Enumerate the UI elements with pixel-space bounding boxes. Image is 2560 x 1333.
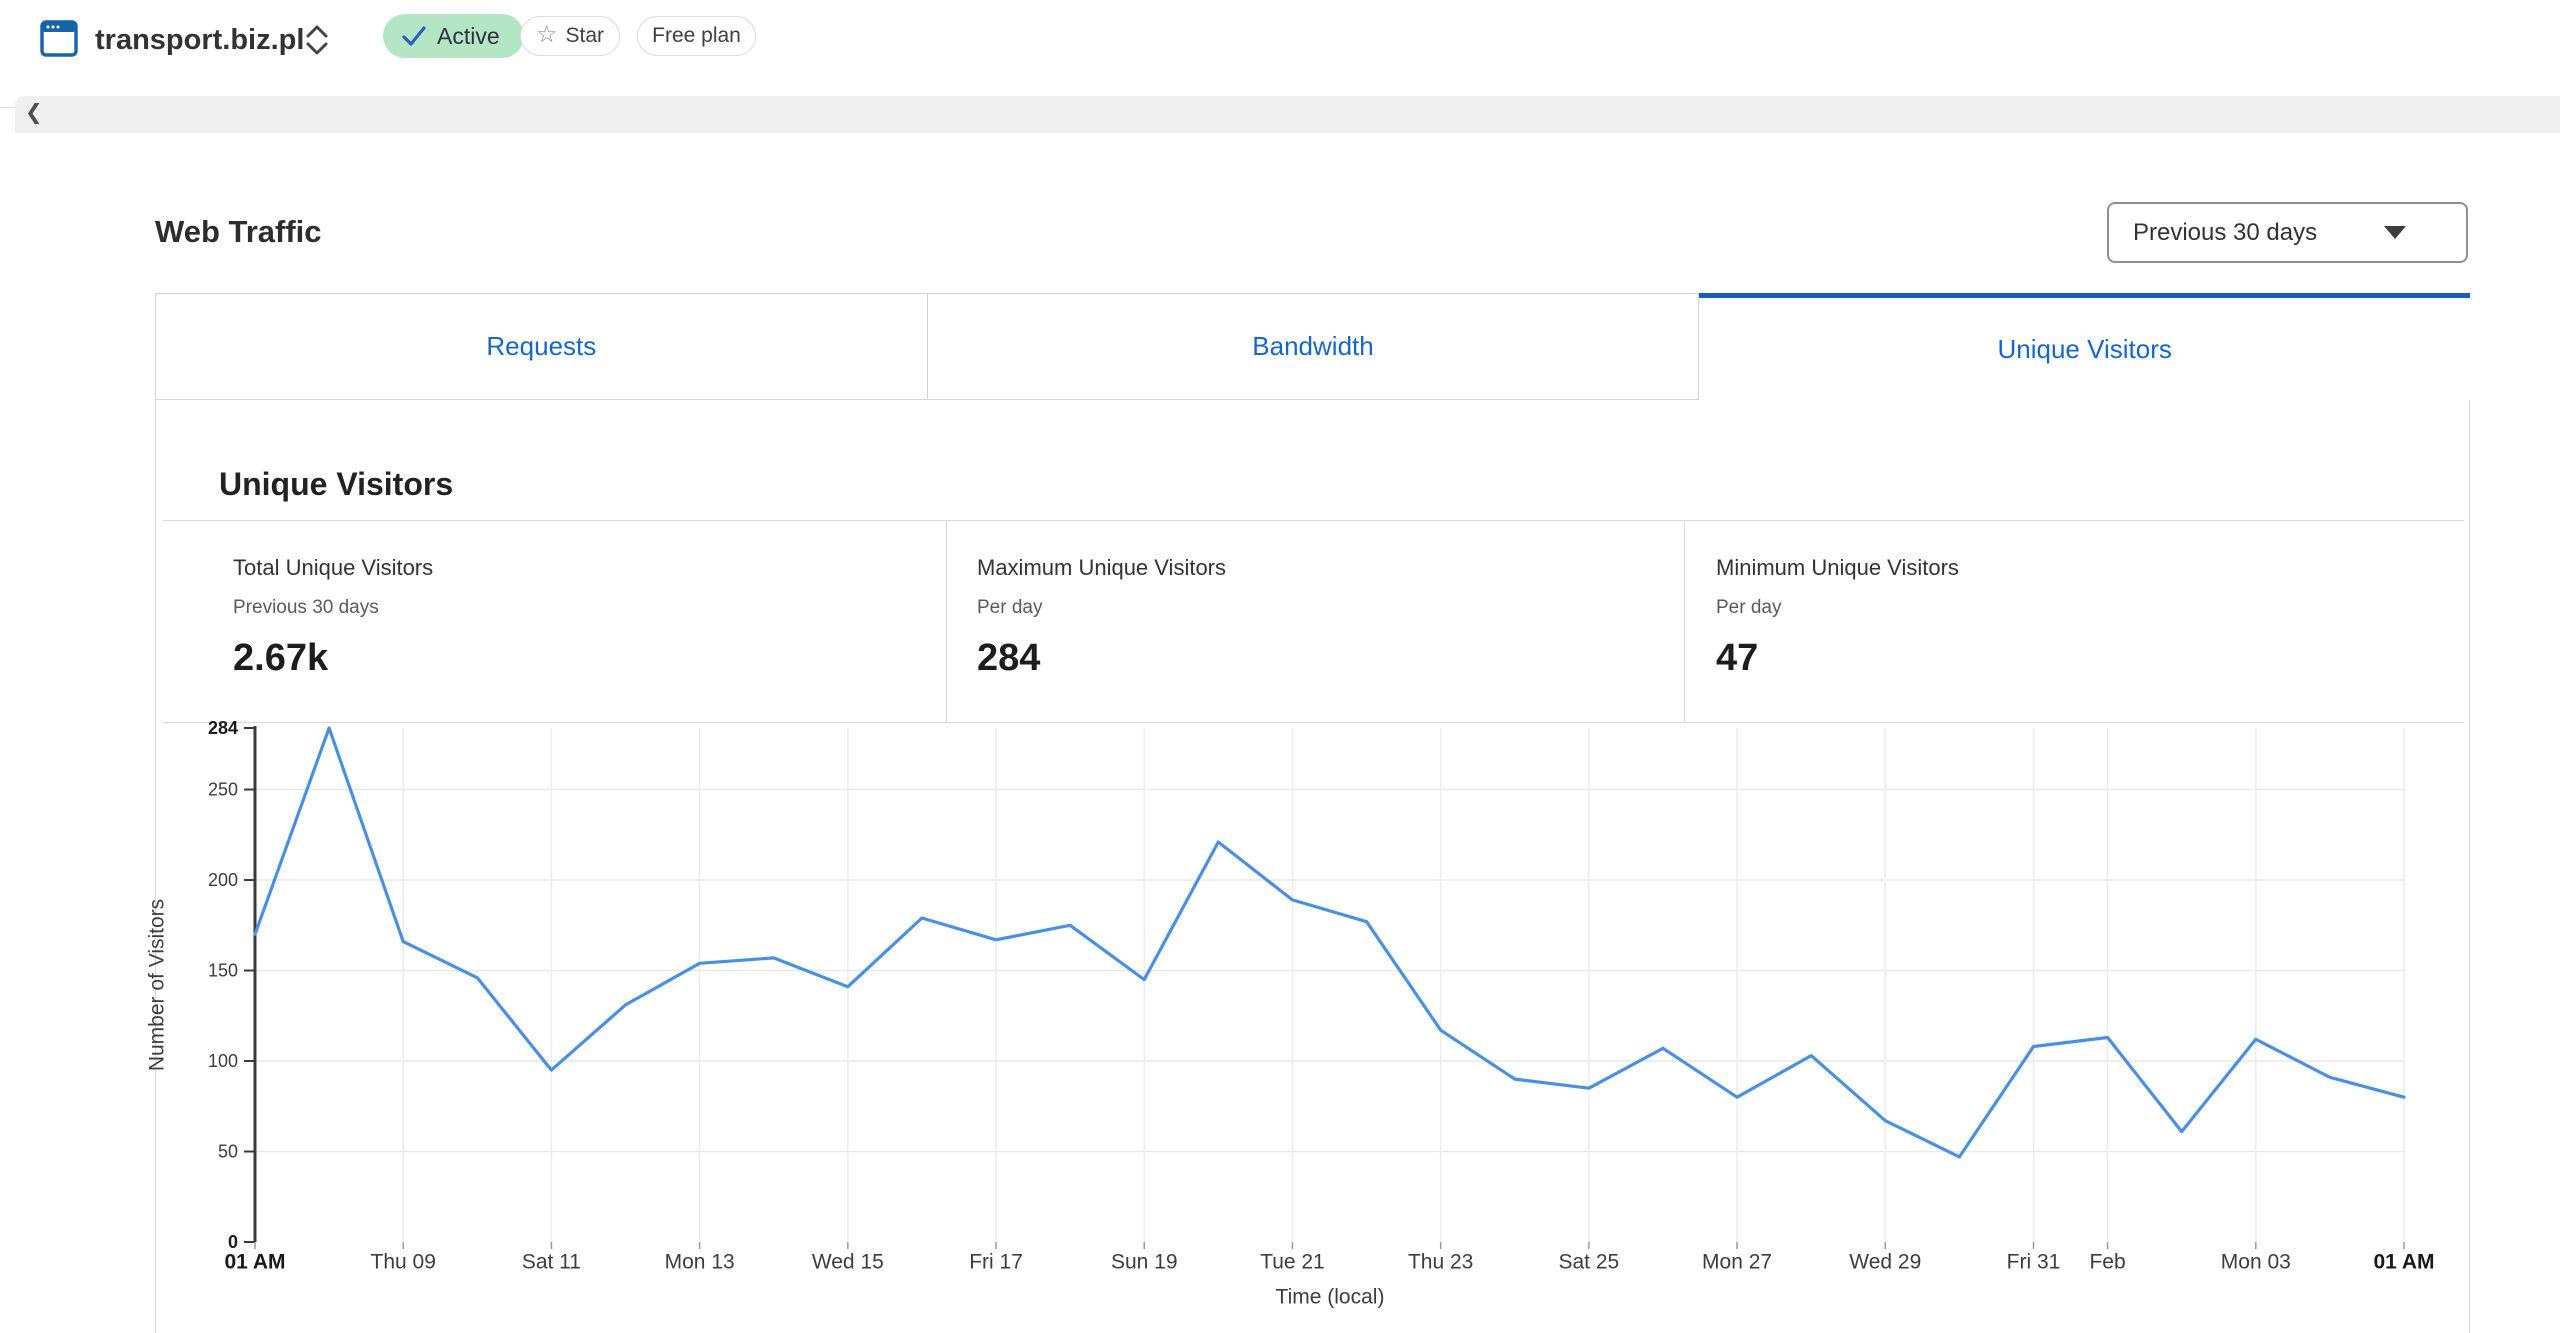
dropdown-caret-icon xyxy=(2384,226,2406,239)
stats-row: Total Unique Visitors Previous 30 days 2… xyxy=(163,520,2464,723)
x-tick-label: Wed 15 xyxy=(812,1251,884,1274)
traffic-line xyxy=(253,726,2406,1159)
plan-label: Free plan xyxy=(652,24,741,47)
x-tick-label: Sun 19 xyxy=(1111,1251,1178,1274)
stat-card-maximum: Maximum Unique Visitors Per day 284 xyxy=(946,521,1684,722)
y-tick-label: 200 xyxy=(208,870,238,890)
stat-card-total: Total Unique Visitors Previous 30 days 2… xyxy=(163,521,946,722)
breadcrumb-bar: ❮ xyxy=(15,96,2560,133)
site-switcher-icon[interactable] xyxy=(300,22,334,58)
x-tick-label: Sat 25 xyxy=(1559,1251,1620,1274)
y-tick-label: 100 xyxy=(208,1051,238,1071)
date-range-dropdown[interactable]: Previous 30 days xyxy=(2107,202,2468,263)
x-tick-label: 01 AM xyxy=(224,1251,285,1274)
star-button[interactable]: ☆ Star xyxy=(520,16,620,56)
x-tick-label: Wed 29 xyxy=(1849,1251,1921,1274)
tab-requests-label: Requests xyxy=(486,331,597,361)
x-axis-title: Time (local) xyxy=(1276,1286,1385,1309)
analytics-tabs: Requests Bandwidth Unique Visitors xyxy=(155,293,2471,400)
stat-period: Per day xyxy=(1716,597,1782,618)
check-icon xyxy=(402,26,426,46)
tab-unique-visitors[interactable]: Unique Visitors xyxy=(1699,293,2471,400)
x-tick-label: Mon 03 xyxy=(2221,1251,2291,1274)
stat-period: Per day xyxy=(977,597,1043,618)
status-badge-label: Active xyxy=(437,22,500,49)
x-tick-label: Fri 31 xyxy=(2007,1251,2061,1274)
star-icon: ☆ xyxy=(535,20,558,48)
status-badge: Active xyxy=(383,14,524,58)
x-tick-label: Mon 13 xyxy=(665,1251,735,1274)
stat-value: 2.67k xyxy=(233,637,329,679)
x-tick-label: Thu 09 xyxy=(371,1251,436,1274)
stat-card-minimum: Minimum Unique Visitors Per day 47 xyxy=(1684,521,2464,722)
y-tick-label: 250 xyxy=(208,780,238,800)
x-tick-label: Sat 11 xyxy=(522,1251,581,1274)
app-header: transport.biz.pl Active ☆ Star Free plan xyxy=(0,0,2560,96)
stat-period: Previous 30 days xyxy=(233,597,379,618)
back-chevron-icon[interactable]: ❮ xyxy=(25,101,43,124)
x-tick-label: 01 AM xyxy=(2373,1251,2434,1274)
y-tick-label: 50 xyxy=(218,1142,238,1162)
x-tick-label: Feb xyxy=(2089,1251,2125,1274)
stat-title: Maximum Unique Visitors xyxy=(977,555,1227,580)
date-range-value: Previous 30 days xyxy=(2133,218,2318,246)
site-name: transport.biz.pl xyxy=(95,24,305,56)
analytics-panel: Unique Visitors Total Unique Visitors Pr… xyxy=(155,400,2470,1333)
x-tick-label: Mon 27 xyxy=(1702,1251,1772,1274)
stat-value: 47 xyxy=(1716,637,1759,679)
x-tick-label: Fri 17 xyxy=(969,1251,1023,1274)
y-tick-label: 0 xyxy=(228,1232,238,1252)
y-tick-label: 284 xyxy=(208,718,238,738)
stat-title: Total Unique Visitors xyxy=(233,555,434,580)
star-label: Star xyxy=(565,24,605,47)
x-tick-label: Thu 23 xyxy=(1408,1251,1473,1274)
tab-bandwidth[interactable]: Bandwidth xyxy=(927,293,1700,400)
x-tick-label: Tue 21 xyxy=(1260,1251,1325,1274)
section-title: Unique Visitors xyxy=(219,466,454,502)
tab-bandwidth-label: Bandwidth xyxy=(1252,331,1374,361)
tab-unique-visitors-label: Unique Visitors xyxy=(1997,333,2172,364)
plan-badge[interactable]: Free plan xyxy=(637,16,756,56)
stat-title: Minimum Unique Visitors xyxy=(1716,555,1959,580)
tab-requests[interactable]: Requests xyxy=(155,293,928,400)
strip-divider xyxy=(0,107,16,108)
stat-value: 284 xyxy=(977,637,1041,679)
site-icon xyxy=(40,20,78,57)
page-title: Web Traffic xyxy=(155,214,322,249)
y-tick-label: 150 xyxy=(208,961,238,981)
y-axis-title: Number of Visitors xyxy=(146,899,169,1071)
